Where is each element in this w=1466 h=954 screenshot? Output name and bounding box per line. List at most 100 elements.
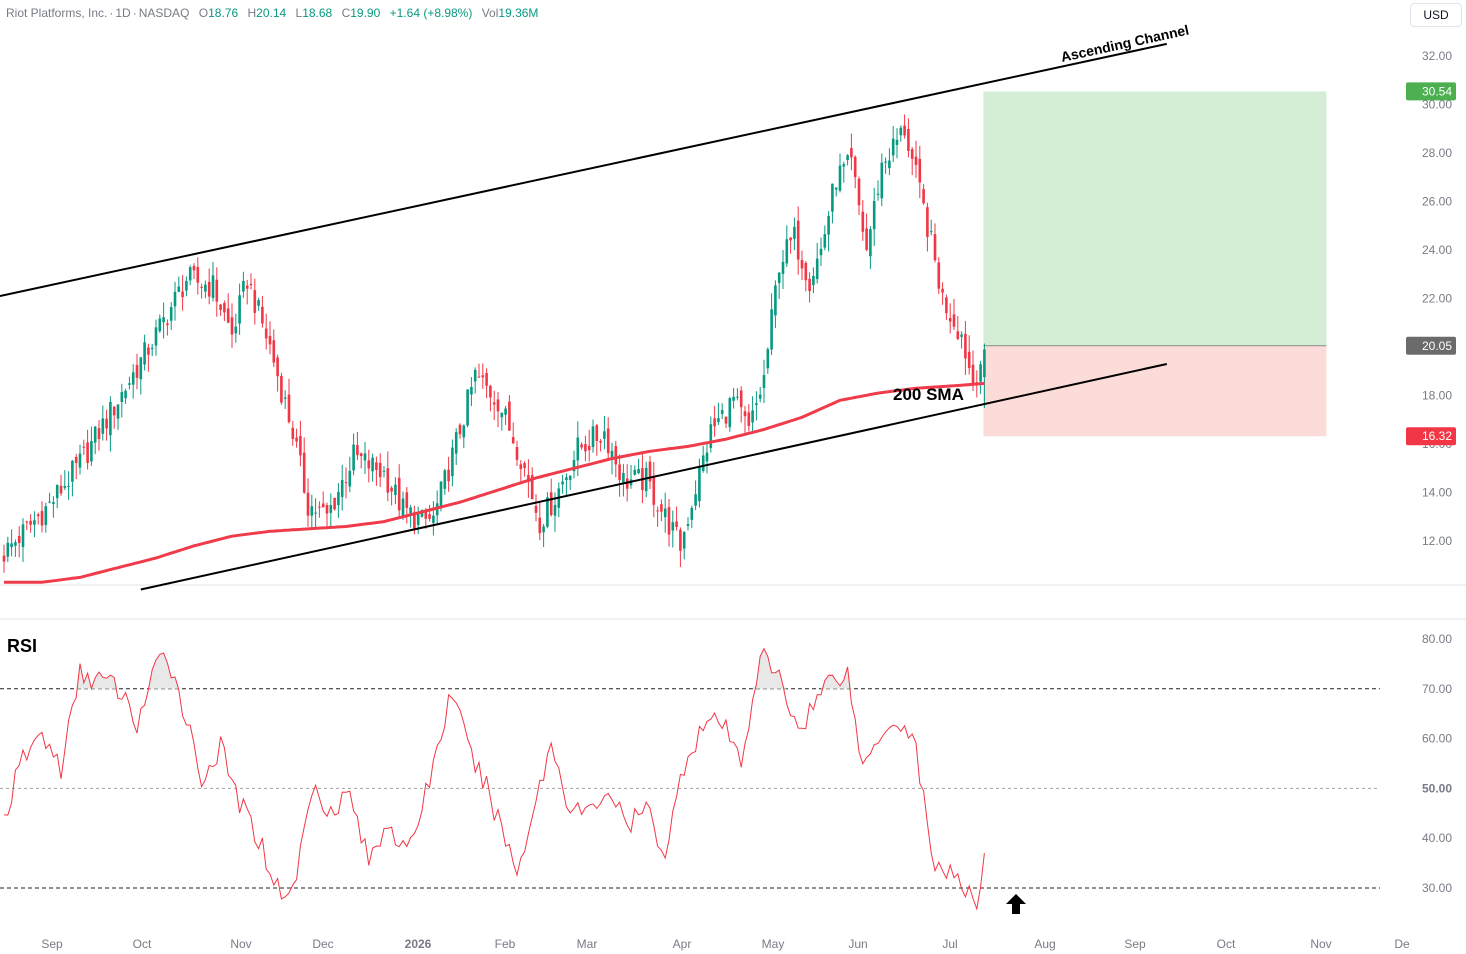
candle-body	[918, 158, 922, 183]
interval[interactable]: 1D	[115, 6, 131, 20]
open-label: O	[198, 6, 209, 20]
candle-body	[903, 125, 906, 136]
candle-body	[17, 535, 21, 544]
candle-body	[831, 183, 834, 212]
candle-body	[169, 307, 173, 321]
candle-body	[834, 187, 838, 190]
candle-body	[302, 452, 306, 493]
candle-body	[261, 306, 264, 324]
change-value: +1.64 (+8.98%)	[389, 6, 473, 20]
candle-body	[907, 128, 910, 151]
candle-body	[815, 258, 819, 280]
candle-body	[694, 494, 697, 506]
candle-body	[48, 501, 51, 503]
candle-body	[249, 283, 253, 286]
candle-body	[352, 444, 355, 471]
candle-body	[576, 437, 580, 461]
symbol-name[interactable]: Riot Platforms, Inc.	[6, 6, 108, 20]
candle-body	[648, 461, 652, 482]
time-axis-tick: Feb	[495, 937, 516, 951]
volume-label: Vol	[481, 6, 499, 20]
candle-body	[33, 520, 36, 525]
candle-body	[690, 507, 694, 520]
candle-body	[219, 304, 222, 311]
candle-body	[610, 450, 614, 459]
candle-body	[120, 392, 124, 403]
candle-body	[527, 474, 530, 482]
candle-body	[675, 521, 678, 527]
candle-body	[827, 216, 830, 235]
candle-body	[549, 492, 553, 516]
candle-body	[732, 396, 735, 401]
candle-body	[568, 475, 572, 481]
candle-body	[321, 503, 325, 508]
candle-body	[101, 418, 105, 434]
candle-body	[204, 284, 207, 292]
candle-body	[804, 262, 808, 281]
target-price-tag-box	[1406, 82, 1456, 101]
candle-body	[663, 508, 667, 518]
stop-zone	[983, 345, 1327, 437]
candle-body	[314, 512, 317, 514]
candle-body	[371, 457, 374, 472]
time-axis-tick: Sep	[41, 937, 63, 951]
candle-body	[409, 507, 412, 515]
candle-body	[242, 280, 245, 292]
candle-body	[872, 200, 876, 230]
candle-body	[857, 178, 861, 206]
time-axis-tick: Aug	[1034, 937, 1055, 951]
low-label: L	[295, 6, 303, 20]
candle-body	[82, 446, 86, 448]
time-axis-tick: 2026	[405, 937, 432, 951]
candle-body	[382, 470, 386, 472]
candle-body	[55, 485, 59, 499]
candle-body	[603, 431, 606, 439]
candle-body	[291, 427, 295, 439]
candle-body	[462, 425, 466, 438]
candle-body	[375, 462, 378, 470]
candle-body	[413, 512, 416, 529]
candle-body	[530, 475, 534, 500]
candle-body	[405, 492, 409, 508]
candle-body	[150, 347, 154, 350]
candle-body	[842, 164, 846, 167]
candle-body	[276, 357, 279, 377]
candle-body	[78, 453, 82, 468]
candle-body	[523, 463, 526, 468]
candle-body	[736, 396, 739, 398]
candle-body	[340, 479, 344, 498]
candle-body	[606, 428, 610, 454]
rsi-line	[3, 647, 985, 911]
candle-body	[546, 497, 549, 527]
candle-body	[500, 412, 504, 418]
candle-body	[751, 410, 754, 423]
candle-body	[777, 272, 781, 284]
candle-body	[230, 317, 234, 335]
time-axis-tick: Dec	[312, 937, 333, 951]
time-axis-tick: Sep	[1124, 937, 1146, 951]
price-axis-tick: 32.00	[1422, 49, 1452, 63]
candle-body	[394, 484, 397, 496]
symbol-header: Riot Platforms, Inc. · 1D · NASDAQ O18.76 H2…	[6, 6, 539, 20]
candle-body	[344, 482, 348, 484]
candle-body	[10, 543, 13, 548]
candle-body	[888, 160, 891, 169]
candle-body	[401, 498, 405, 517]
candle-body	[477, 376, 481, 378]
candle-body	[139, 357, 143, 380]
candle-body	[124, 390, 127, 399]
rsi-axis-tick: 40.00	[1422, 831, 1452, 845]
candle-body	[808, 278, 811, 292]
currency-button[interactable]: USD	[1410, 3, 1462, 27]
candle-body	[390, 487, 393, 492]
candle-body	[713, 418, 716, 427]
candle-body	[705, 452, 709, 462]
candle-body	[29, 520, 32, 525]
candle-body	[454, 432, 458, 454]
candle-body	[599, 440, 602, 443]
candle-body	[755, 403, 758, 406]
candle-body	[283, 397, 287, 399]
candle-body	[211, 275, 215, 298]
candle-body	[356, 444, 359, 456]
